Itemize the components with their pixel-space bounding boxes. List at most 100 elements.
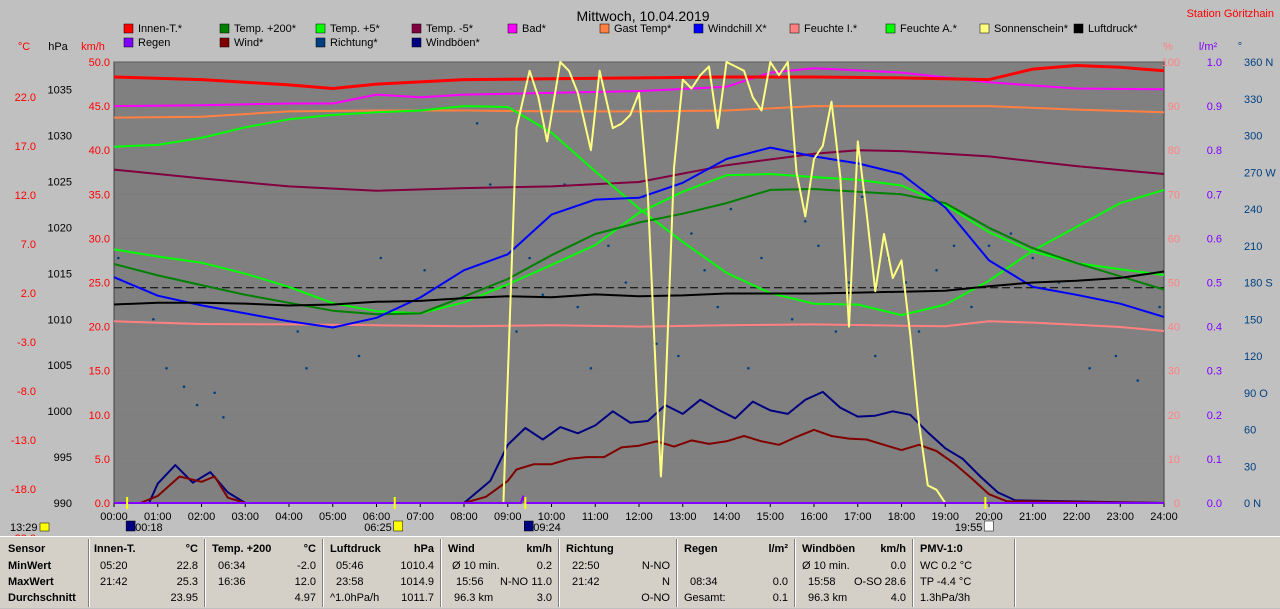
temp-tick-label: 2.0 [21, 288, 36, 300]
lm2-tick-label: 0.9 [1207, 101, 1222, 113]
sunrise-icon [393, 520, 403, 532]
richtung-title: Richtung [566, 543, 614, 555]
wind-max-value: 11.0 [531, 576, 552, 588]
data-point [817, 244, 820, 248]
legend-label: Feuchte A.* [900, 23, 958, 35]
data-point [423, 268, 426, 272]
pct-tick-label: 40 [1168, 322, 1180, 334]
hpa-tick-label: 995 [54, 452, 72, 464]
stats-row-labels: Sensor MinWert MaxWert Durchschnitt [0, 537, 88, 609]
x-tick-label: 17:00 [844, 511, 872, 523]
legend-swatch [979, 23, 990, 34]
legend-label: Bad* [522, 23, 547, 35]
pct-unit-label: % [1163, 41, 1173, 53]
data-point [182, 385, 186, 388]
boeen-avg10-value: 0.0 [890, 560, 906, 572]
data-point [1031, 256, 1035, 260]
legend-label: Windchill X* [708, 23, 767, 35]
luftdruck-title: Luftdruck [330, 543, 381, 555]
legend-swatch [599, 23, 610, 34]
innen-title: Innen-T. [94, 543, 136, 555]
kmh-tick-label: 15.0 [89, 366, 110, 378]
dir-tick-label: 240 [1244, 204, 1262, 216]
legend-swatch [219, 23, 230, 34]
x-tick-label: 18:00 [888, 511, 916, 523]
innen-max-time: 21:42 [100, 576, 128, 588]
dir-tick-label: 330 [1244, 94, 1262, 106]
luftdruck-min-value: 1010.4 [400, 560, 434, 572]
station-name: Station Göritzhain [1187, 8, 1274, 20]
data-point [917, 330, 921, 333]
kmh-tick-label: 50.0 [89, 57, 110, 69]
hpa-tick-label: 1035 [48, 85, 72, 97]
dir-tick-label: 60 [1244, 425, 1256, 437]
regen-total-label: Gesamt: [684, 592, 726, 604]
wind-max-direction: N-NO [500, 576, 529, 588]
temp-tick-label: -13.0 [11, 435, 36, 447]
temp-tick-label: 7.0 [21, 239, 36, 251]
moonset-time-label: 00:18 [135, 522, 163, 534]
wind-avg-value: 3.0 [536, 592, 552, 604]
data-point [747, 366, 750, 370]
legend-label: Innen-T.* [138, 23, 183, 35]
data-point [213, 391, 216, 395]
kmh-tick-label: 45.0 [89, 101, 110, 113]
temp200-max-value: 12.0 [294, 576, 316, 588]
wind-max-time: 15:56 [456, 576, 484, 588]
data-point [690, 232, 693, 235]
series-sonnenschein [114, 61, 1164, 504]
regen-unit: l/m² [768, 543, 788, 555]
wind-distance: 96.3 km [454, 592, 494, 604]
x-tick-label: 12:00 [625, 511, 653, 523]
pct-tick-label: 60 [1168, 233, 1180, 245]
legend-label: Luftdruck* [1088, 23, 1138, 35]
innen-unit: °C [185, 543, 198, 555]
temp200-max-time: 16:36 [218, 576, 246, 588]
regen-time: 08:34 [690, 576, 718, 588]
x-tick-label: 06:00 [363, 511, 391, 523]
regen-total-value: 0.1 [772, 592, 788, 604]
x-tick-label: 24:00 [1150, 511, 1178, 523]
hpa-unit-label: hPa [48, 41, 68, 53]
data-point [152, 317, 155, 321]
hpa-tick-label: 1010 [48, 314, 72, 326]
wind-avg10-value: 0.2 [536, 560, 552, 572]
data-point [834, 330, 838, 333]
boeen-max-value: 28.6 [884, 576, 906, 588]
richtung-min-value: N-NO [641, 560, 670, 572]
data-point [716, 305, 720, 309]
pmv-windchill: WC 0.2 °C [920, 560, 973, 572]
series-feuchte-i [113, 320, 1165, 332]
temp-tick-label: 17.0 [15, 141, 36, 153]
x-tick-label: 22:00 [1063, 511, 1091, 523]
data-point [847, 281, 851, 284]
stats-regen: Regen l/m² 08:34 0.0 Gesamt: 0.1 [678, 537, 794, 609]
luftdruck-max-value: 1014.9 [400, 576, 434, 588]
kmh-tick-label: 5.0 [95, 454, 110, 466]
x-tick-label: 03:00 [231, 511, 259, 523]
legend-label: Regen [138, 37, 170, 49]
durchschnitt-label: Durchschnitt [8, 592, 76, 604]
lm2-tick-label: 0.2 [1207, 410, 1222, 422]
lm2-tick-label: 0.1 [1207, 454, 1222, 466]
legend-swatch [411, 23, 422, 34]
pct-tick-label: 20 [1168, 410, 1180, 422]
lm2-tick-label: 0.6 [1207, 233, 1222, 245]
richtung-min-time: 22:50 [572, 560, 600, 572]
kmh-tick-label: 35.0 [89, 189, 110, 201]
data-point [873, 354, 877, 358]
data-point [987, 244, 991, 248]
x-tick-label: 19:00 [931, 511, 959, 523]
temp200-unit: °C [303, 543, 316, 555]
x-tick-label: 10:00 [538, 511, 566, 523]
pmv-dewpoint: TP -4.4 °C [920, 576, 972, 588]
lm2-tick-label: 0.7 [1207, 189, 1222, 201]
series-windb-en [114, 390, 1165, 504]
wind-title: Wind [448, 543, 475, 555]
temp200-avg-value: 4.97 [294, 592, 316, 604]
weather-chart: Mittwoch, 10.04.2019 Station Göritzhain … [10, 8, 1277, 536]
temp200-min-value: -2.0 [297, 560, 316, 572]
data-point [515, 330, 518, 333]
dir-tick-label: 180 S [1244, 278, 1273, 290]
innen-min-value: 22.8 [176, 560, 198, 572]
